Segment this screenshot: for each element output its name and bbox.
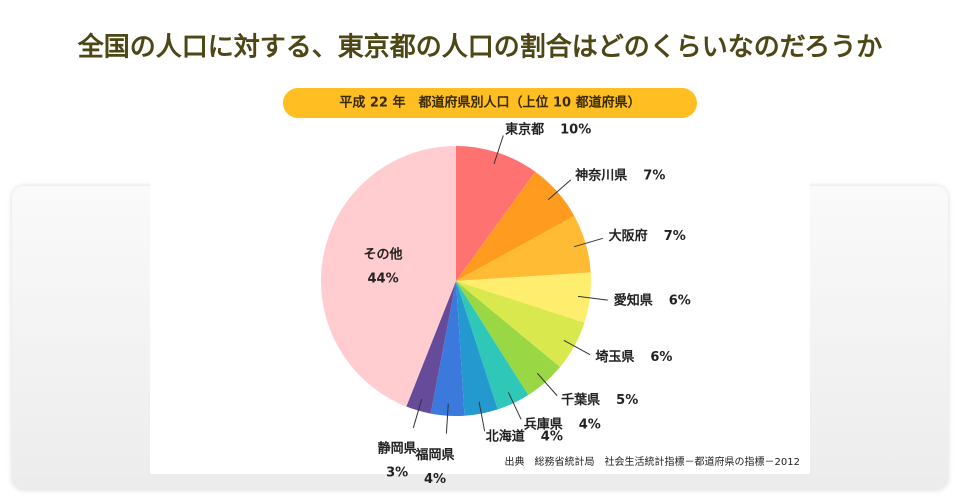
pie-slice <box>456 171 575 281</box>
value-label: 7% <box>643 168 665 183</box>
category-label: 大阪府 <box>609 228 648 244</box>
pie-slice <box>456 281 585 368</box>
pie-slice <box>430 281 465 416</box>
leader-line <box>573 237 604 248</box>
leader-line <box>563 339 591 356</box>
value-label: 44% <box>368 272 399 287</box>
value-label: 6% <box>669 293 691 308</box>
leader-line <box>493 135 504 165</box>
leader-line <box>478 401 486 432</box>
category-label: 兵庫県 <box>524 416 563 432</box>
pie-slice <box>456 215 591 281</box>
category-label: 愛知県 <box>614 292 653 308</box>
category-label: 埼玉県 <box>595 349 634 365</box>
pie-slice <box>406 281 456 414</box>
value-label: 3% <box>386 466 408 481</box>
category-label: 北海道 <box>486 429 525 445</box>
source: 出典 総務省統計局 社会生活統計指標－都道府県の指標－2012 <box>505 455 800 468</box>
chart-subtitle: 平成 22 年 都道府県別人口（上位 10 都道府県） <box>339 95 640 111</box>
value-label: 5% <box>616 393 638 408</box>
category-label: 東京都 <box>505 121 544 137</box>
value-label: 7% <box>664 229 686 244</box>
pie-slice <box>456 281 498 416</box>
leader-line <box>507 392 522 420</box>
category-label: 福岡県 <box>415 447 455 463</box>
leader-line <box>536 372 558 397</box>
category-label: 静岡県 <box>378 441 417 457</box>
value-label: 4% <box>579 417 601 432</box>
category-label: その他 <box>364 247 403 263</box>
category-label: 千葉県 <box>561 392 600 408</box>
leader-line <box>547 179 572 201</box>
pie-slice <box>456 146 536 281</box>
value-label: 10% <box>560 122 591 137</box>
pie-slice <box>321 145 456 407</box>
subtitle-pill <box>283 88 697 118</box>
chart-title: 全国の人口に対する、東京都の人口の割合はどのくらいなのだろうか <box>77 32 882 63</box>
pie-slice <box>456 272 591 323</box>
leader-line <box>577 295 608 301</box>
value-label: 4% <box>541 430 563 445</box>
pie-slice <box>456 281 529 410</box>
value-label: 6% <box>650 350 672 365</box>
value-label: 4% <box>424 472 446 487</box>
leader-line <box>412 398 423 429</box>
category-label: 神奈川県 <box>575 167 627 183</box>
pie-slice <box>456 281 561 395</box>
leader-line <box>445 403 449 434</box>
